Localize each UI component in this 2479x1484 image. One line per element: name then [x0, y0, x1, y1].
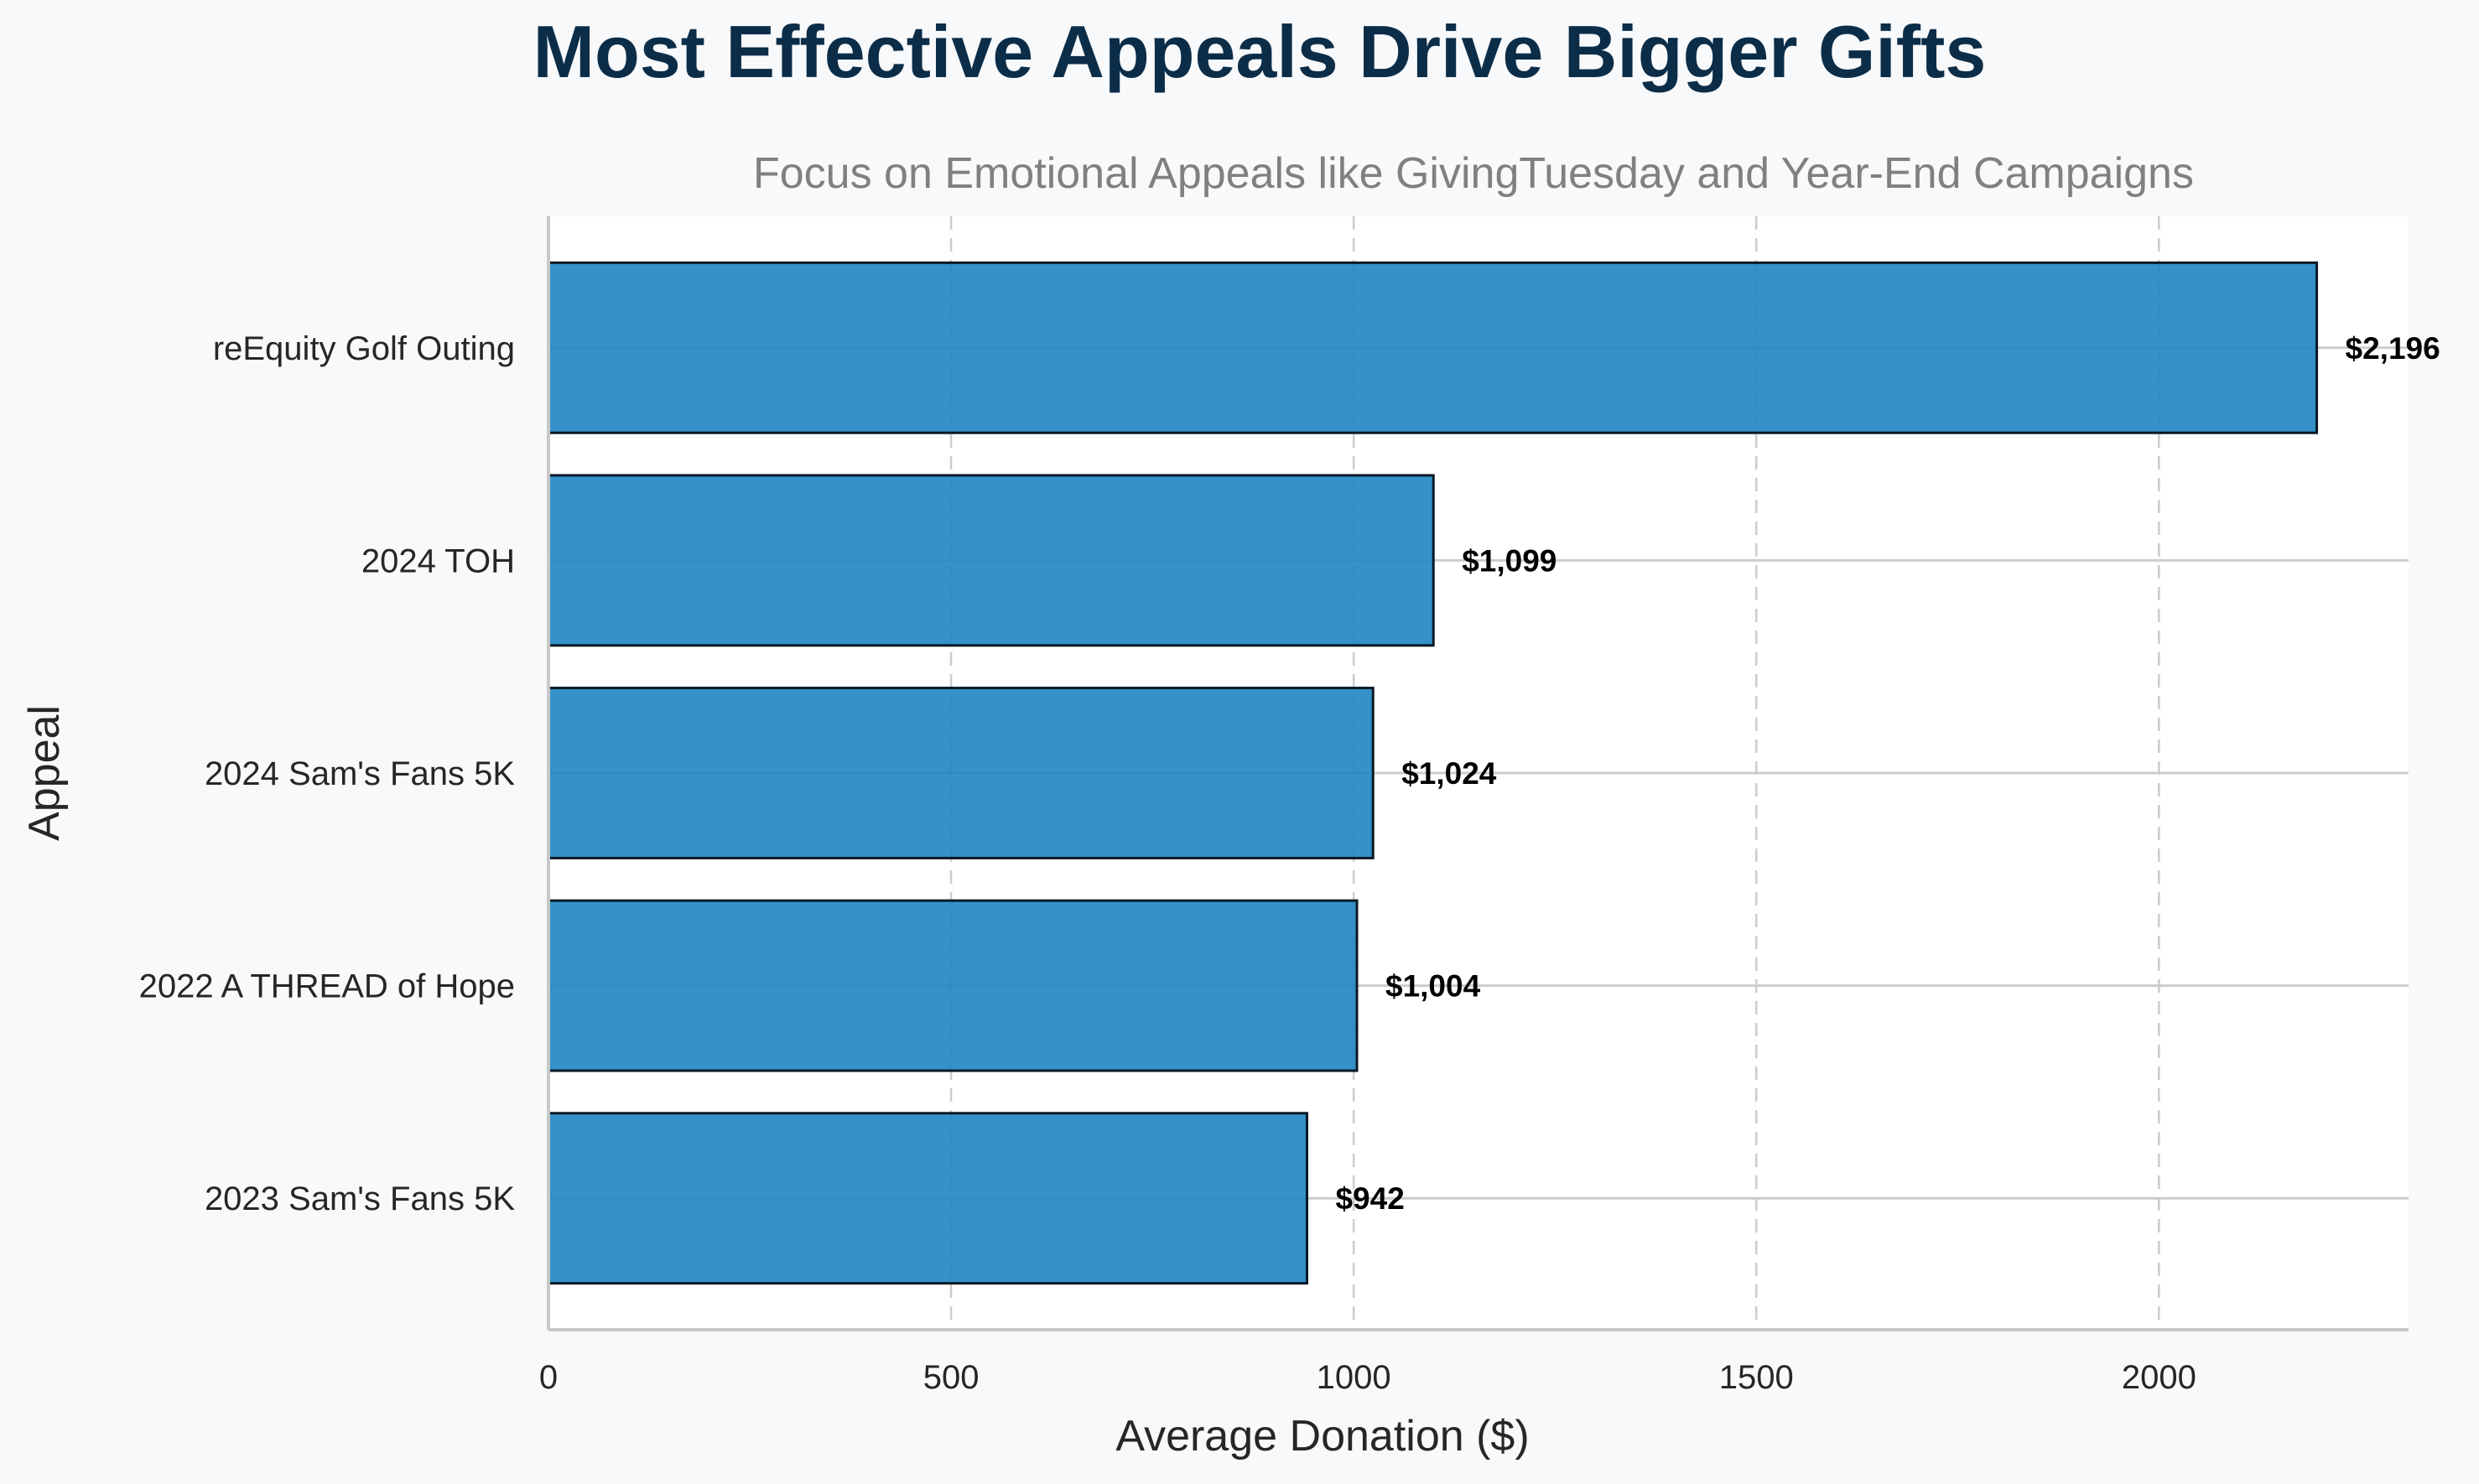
- x-tick-label: 1000: [1317, 1359, 1391, 1396]
- axes-layer: reEquity Golf Outing 2024 TOH 2024 Sam's F…: [139, 216, 2409, 1396]
- y-tick-label: 2022 A THREAD of Hope: [139, 968, 515, 1005]
- bars-layer: $2,196 $1,099 $1,024 $1,004 $942: [547, 261, 2440, 1285]
- bar-value-label: $2,196: [2346, 331, 2440, 366]
- bar: [547, 687, 1375, 859]
- y-tick-label: reEquity Golf Outing: [213, 330, 515, 367]
- y-tick-label: 2024 TOH: [361, 542, 515, 579]
- bar: [547, 474, 1435, 647]
- bar: [547, 899, 1359, 1072]
- bar-value-label: $942: [1335, 1181, 1404, 1216]
- y-tick-label: 2024 Sam's Fans 5K: [205, 755, 515, 792]
- x-tick-label: 500: [923, 1359, 980, 1396]
- y-tick-label: 2023 Sam's Fans 5K: [205, 1180, 515, 1217]
- x-tick-label: 0: [539, 1359, 558, 1396]
- chart-subtitle: Focus on Emotional Appeals like GivingTu…: [753, 149, 2194, 198]
- y-axis-label: Appeal: [20, 705, 69, 841]
- x-tick-label: 2000: [2122, 1359, 2196, 1396]
- bar-value-label: $1,024: [1401, 756, 1497, 791]
- bar-value-label: $1,004: [1385, 969, 1481, 1004]
- x-tick-label: 1500: [1719, 1359, 1794, 1396]
- bar: [547, 261, 2319, 434]
- x-axis-label: Average Donation ($): [1115, 1412, 1529, 1461]
- bar: [547, 1112, 1308, 1285]
- bar-value-label: $1,099: [1462, 543, 1557, 578]
- chart-title: Most Effective Appeals Drive Bigger Gift…: [533, 10, 1987, 93]
